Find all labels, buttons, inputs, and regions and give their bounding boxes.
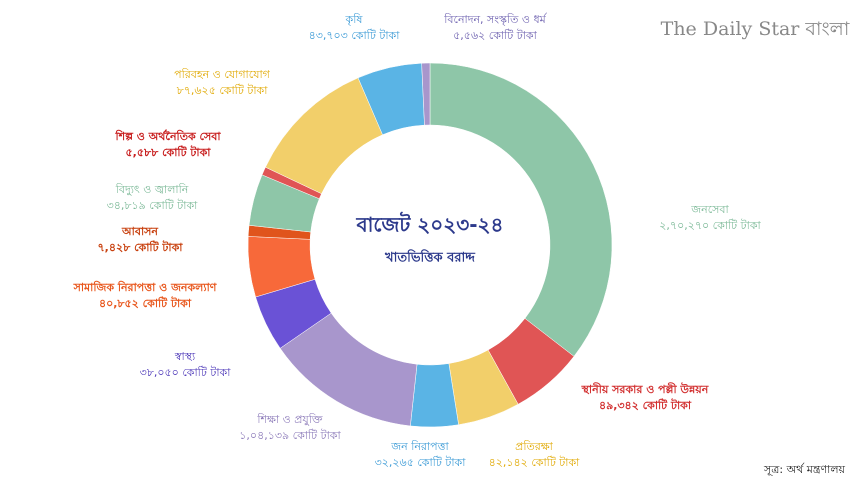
value-label: ৪৩,৭০৩ কোটি টাকা: [309, 29, 401, 42]
value-label: ৮৭,৬২৫ কোটি টাকা: [177, 84, 269, 97]
slice-label: স্বাস্থ্য: [174, 350, 196, 363]
value-label: ৫,৫৬২ কোটি টাকা: [453, 29, 537, 42]
value-label: ৪০,৮৫২ কোটি টাকা: [99, 296, 192, 310]
value-label: ১,০৪,১৩৯ কোটি টাকা: [239, 429, 341, 442]
chart-subtitle: খাতভিত্তিক বরাদ্দ: [384, 249, 476, 266]
donut-segment: [421, 62, 431, 126]
slice-label: সামাজিক নিরাপত্তা ও জনকল্যাণ: [73, 280, 218, 294]
slice-label: শিল্প ও অর্থনৈতিক সেবা: [114, 129, 221, 143]
slice-label: প্রতিরক্ষা: [515, 440, 554, 453]
value-label: ৩২,২৬৫ কোটি টাকা: [375, 456, 467, 469]
slice-label: শিক্ষা ও প্রযুক্তি: [256, 413, 323, 426]
source: সূত্র: অর্থ মন্ত্রণালয়: [763, 463, 845, 476]
slice-label: পরিবহন ও যোগাযোগ: [174, 68, 271, 81]
slice-label: স্থানীয় সরকার ও পল্লী উন্নয়ন: [581, 382, 709, 396]
slice-label: বিনোদন, সংস্কৃতি ও ধর্ম: [443, 13, 548, 26]
slice-label: বিদ্যুৎ ও জ্বালানি: [115, 183, 189, 196]
slice-label: জনসেবা: [690, 203, 729, 216]
value-label: ২,৭০,২৭০ কোটি টাকা: [659, 219, 761, 232]
donut-segment: [429, 62, 613, 357]
slice-label: জন নিরাপত্তা: [390, 440, 449, 453]
value-label: ৪২,১৪২ কোটি টাকা: [489, 456, 581, 469]
value-label: ৫,৫৮৮ কোটি টাকা: [126, 145, 212, 159]
value-label: ৭,৪২৮ কোটি টাকা: [98, 240, 184, 254]
chart-title: বাজেট ২০২৩-২৪: [355, 212, 503, 237]
slice-label: আবাসন: [121, 225, 158, 238]
slice-label: কৃষি: [345, 13, 364, 26]
value-label: ৩৪,৮১৯ কোটি টাকা: [107, 199, 199, 212]
value-label: ৪৯,৩৪২ কোটি টাকা: [599, 398, 692, 412]
value-label: ৩৮,০৫০ কোটি টাকা: [140, 366, 232, 379]
logo: The Daily Star বাংলা: [661, 18, 850, 40]
